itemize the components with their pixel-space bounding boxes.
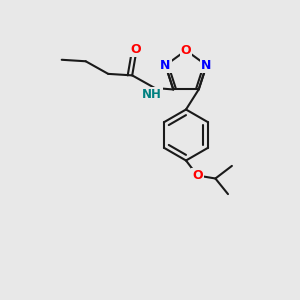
- Text: O: O: [192, 169, 203, 182]
- Text: N: N: [160, 59, 171, 72]
- Text: NH: NH: [142, 88, 162, 101]
- Text: O: O: [181, 44, 191, 57]
- Text: N: N: [201, 59, 212, 72]
- Text: O: O: [130, 44, 141, 56]
